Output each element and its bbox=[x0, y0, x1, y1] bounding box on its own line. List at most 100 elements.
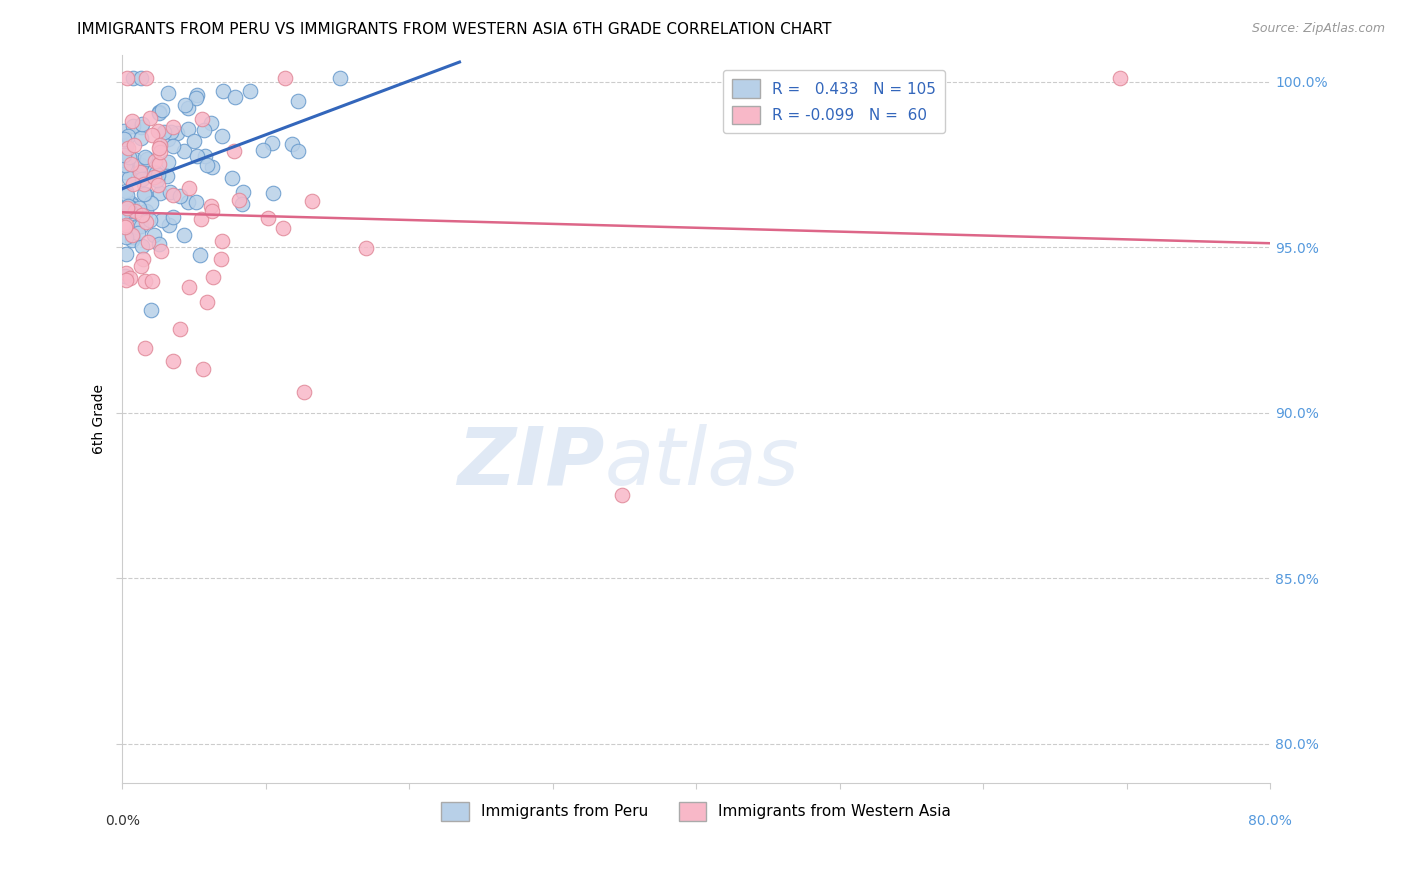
Point bbox=[139, 213, 162, 227]
Point bbox=[115, 138, 138, 153]
Point bbox=[132, 252, 155, 267]
Point bbox=[141, 128, 163, 143]
Point bbox=[142, 169, 165, 184]
Point bbox=[148, 156, 170, 170]
Point bbox=[135, 71, 157, 86]
Point bbox=[120, 157, 142, 171]
Point bbox=[135, 204, 157, 219]
Point bbox=[118, 203, 141, 218]
Point bbox=[273, 71, 295, 86]
Point bbox=[186, 91, 208, 105]
Text: 80.0%: 80.0% bbox=[1249, 814, 1292, 828]
Point bbox=[121, 202, 143, 217]
Point bbox=[134, 341, 156, 355]
Point bbox=[139, 111, 162, 125]
Point bbox=[115, 71, 138, 86]
Point bbox=[136, 235, 159, 250]
Point bbox=[610, 488, 633, 502]
Point bbox=[209, 252, 232, 266]
Point bbox=[134, 274, 156, 288]
Point bbox=[134, 186, 156, 201]
Point bbox=[148, 141, 170, 155]
Point bbox=[287, 94, 309, 108]
Point bbox=[177, 181, 200, 195]
Point bbox=[117, 200, 139, 214]
Point bbox=[195, 158, 218, 172]
Point bbox=[177, 194, 200, 209]
Point bbox=[145, 166, 167, 180]
Point bbox=[329, 71, 352, 86]
Point bbox=[232, 185, 254, 199]
Point bbox=[177, 122, 200, 136]
Point bbox=[146, 124, 169, 138]
Point bbox=[142, 165, 165, 179]
Point bbox=[186, 149, 208, 163]
Point bbox=[145, 173, 167, 187]
Point bbox=[160, 125, 183, 139]
Point bbox=[122, 177, 145, 191]
Point bbox=[157, 218, 180, 232]
Point bbox=[120, 206, 142, 220]
Point bbox=[280, 136, 302, 151]
Point bbox=[114, 247, 136, 261]
Point bbox=[150, 103, 173, 118]
Point bbox=[162, 139, 184, 153]
Point bbox=[115, 218, 138, 232]
Point bbox=[143, 153, 166, 168]
Point bbox=[201, 160, 224, 174]
Point bbox=[134, 150, 156, 164]
Point bbox=[162, 120, 184, 135]
Point bbox=[149, 186, 172, 200]
Point bbox=[135, 215, 157, 229]
Point bbox=[222, 144, 245, 158]
Point bbox=[115, 229, 138, 244]
Point bbox=[118, 150, 141, 164]
Point bbox=[228, 194, 250, 208]
Point bbox=[120, 196, 142, 211]
Point bbox=[129, 165, 152, 179]
Point bbox=[169, 322, 191, 336]
Point bbox=[121, 114, 143, 128]
Point bbox=[121, 233, 143, 247]
Point bbox=[174, 98, 197, 112]
Point bbox=[201, 204, 224, 219]
Point bbox=[141, 274, 163, 288]
Point bbox=[150, 244, 173, 258]
Point bbox=[127, 219, 149, 234]
Point bbox=[148, 105, 170, 120]
Point bbox=[112, 153, 135, 167]
Point bbox=[139, 302, 162, 317]
Point bbox=[256, 211, 278, 225]
Point bbox=[114, 268, 136, 283]
Point bbox=[191, 112, 214, 126]
Point bbox=[354, 241, 377, 255]
Point bbox=[129, 120, 152, 135]
Point bbox=[143, 228, 166, 243]
Point bbox=[287, 145, 309, 159]
Point bbox=[193, 123, 215, 137]
Point bbox=[211, 235, 233, 249]
Point bbox=[127, 226, 149, 240]
Point bbox=[112, 124, 135, 138]
Point bbox=[118, 271, 141, 285]
Point bbox=[132, 177, 155, 191]
Point bbox=[122, 202, 145, 217]
Point bbox=[115, 201, 138, 215]
Point bbox=[129, 158, 152, 172]
Point bbox=[263, 186, 285, 200]
Point bbox=[173, 228, 195, 243]
Point bbox=[115, 187, 138, 202]
Point bbox=[131, 239, 153, 253]
Point bbox=[201, 270, 224, 285]
Point bbox=[148, 105, 170, 120]
Point bbox=[121, 119, 143, 133]
Point bbox=[200, 199, 222, 213]
Point bbox=[131, 117, 153, 131]
Point bbox=[129, 260, 152, 274]
Point bbox=[122, 71, 145, 86]
Text: IMMIGRANTS FROM PERU VS IMMIGRANTS FROM WESTERN ASIA 6TH GRADE CORRELATION CHART: IMMIGRANTS FROM PERU VS IMMIGRANTS FROM … bbox=[77, 22, 832, 37]
Point bbox=[131, 172, 153, 186]
Point bbox=[129, 71, 152, 86]
Point bbox=[193, 362, 215, 376]
Point bbox=[292, 385, 315, 400]
